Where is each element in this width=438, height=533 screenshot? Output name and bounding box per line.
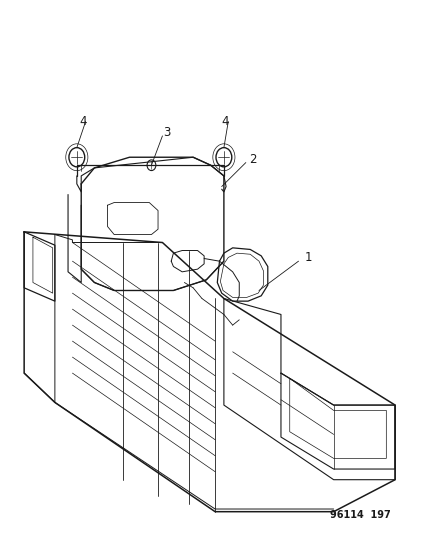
Text: 2: 2 (249, 154, 256, 166)
Text: 4: 4 (79, 115, 87, 127)
Text: 96114  197: 96114 197 (329, 510, 389, 520)
Text: 4: 4 (221, 115, 229, 127)
Text: 1: 1 (304, 251, 312, 264)
Text: 3: 3 (163, 126, 170, 139)
